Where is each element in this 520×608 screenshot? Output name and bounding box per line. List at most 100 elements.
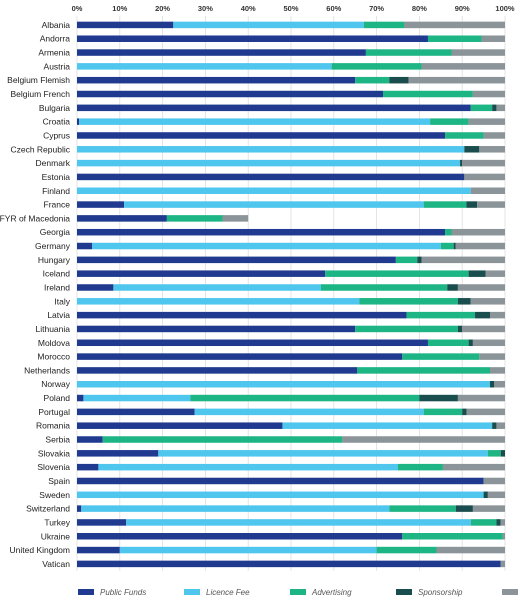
bar-segment xyxy=(77,118,80,125)
bar-segment xyxy=(77,49,366,56)
bar-segment xyxy=(320,284,448,291)
bar-segment xyxy=(477,201,505,208)
bar-segment xyxy=(472,90,505,98)
bar-segment xyxy=(357,367,491,374)
category-label: Slovakia xyxy=(38,448,70,458)
bar-segment xyxy=(430,118,469,125)
bar-segment xyxy=(483,477,505,485)
category-label: Serbia xyxy=(45,435,70,445)
bar-segment xyxy=(451,49,505,56)
bar-segment xyxy=(77,505,82,512)
bar-segment xyxy=(77,242,92,250)
bar-segment xyxy=(389,76,409,84)
bar-segment xyxy=(77,284,114,291)
gridlines xyxy=(76,16,506,571)
bar-segment xyxy=(445,228,452,236)
category-label: Moldova xyxy=(38,338,70,348)
bar-segment xyxy=(460,159,463,167)
bar-segment xyxy=(77,560,501,568)
bar-segment xyxy=(483,132,505,139)
bar-segment xyxy=(402,353,480,360)
bar-segment xyxy=(464,173,505,181)
bar-segment xyxy=(173,21,364,29)
bar-segment xyxy=(457,284,505,291)
bar-segment xyxy=(77,436,103,443)
bar-segment xyxy=(470,298,505,305)
category-label: Morocco xyxy=(37,352,70,362)
bar-segment xyxy=(436,546,505,554)
bar-segment xyxy=(119,546,377,554)
legend-label: Public Funds xyxy=(100,588,146,597)
bar-segment xyxy=(77,353,403,360)
legend-swatch xyxy=(78,589,94,595)
bar-segment xyxy=(466,408,505,416)
bar-segment xyxy=(77,450,159,457)
bar-segment xyxy=(77,394,84,402)
bar-segment xyxy=(98,463,399,471)
bar-segment xyxy=(468,339,473,347)
bar-segment xyxy=(190,394,420,402)
bar-segment xyxy=(355,325,458,333)
bar-segment xyxy=(342,436,505,443)
legend-swatch xyxy=(502,589,518,595)
legend-label: Licence Fee xyxy=(206,588,250,597)
bar-segment xyxy=(331,63,422,70)
bar-segment xyxy=(77,63,332,70)
bar-segment xyxy=(102,436,343,443)
bar-segment xyxy=(408,76,505,84)
category-label: Ireland xyxy=(44,282,70,292)
category-label: Slovenia xyxy=(37,462,70,472)
bar-segment xyxy=(421,63,505,70)
bar-segment xyxy=(440,242,454,250)
bar-segment xyxy=(395,256,418,264)
bar-segment xyxy=(83,394,191,402)
bar-segment xyxy=(496,519,501,526)
category-label: United Kingdom xyxy=(10,545,70,555)
category-label: Andorra xyxy=(40,34,71,44)
bar-segment xyxy=(77,367,358,374)
category-label: Bulgaria xyxy=(39,103,70,113)
bar-segment xyxy=(222,215,249,222)
bars xyxy=(77,21,505,568)
bar-segment xyxy=(427,35,482,42)
bar-segment xyxy=(91,242,441,250)
bar-segment xyxy=(383,90,473,98)
bar-segment xyxy=(494,380,505,388)
legend-label: Advertising xyxy=(311,588,352,597)
bar-segment xyxy=(492,104,497,112)
bar-segment xyxy=(77,76,356,84)
legend-swatch xyxy=(184,589,200,595)
x-tick-label: 0% xyxy=(72,4,83,13)
bar-segment xyxy=(158,450,488,457)
bar-segment xyxy=(479,353,505,360)
bar-segment xyxy=(77,533,403,540)
category-label: Ukraine xyxy=(41,531,71,541)
bar-segment xyxy=(470,519,497,526)
category-label: Cyprus xyxy=(43,130,70,140)
bar-segment xyxy=(113,284,321,291)
bar-segment xyxy=(166,215,223,222)
x-tick-label: 10% xyxy=(112,4,127,13)
bar-segment xyxy=(455,505,473,512)
x-tick-label: 30% xyxy=(198,4,213,13)
x-tick-label: 20% xyxy=(155,4,170,13)
category-label: Finland xyxy=(42,186,70,196)
bar-segment xyxy=(77,132,446,139)
category-label: Poland xyxy=(44,393,71,403)
bar-segment xyxy=(77,228,446,236)
x-tick-label: 50% xyxy=(283,4,298,13)
bar-segment xyxy=(453,242,456,250)
bar-segment xyxy=(500,560,505,568)
bar-segment xyxy=(77,104,471,112)
bar-segment xyxy=(77,21,174,29)
category-label: France xyxy=(44,200,71,210)
bar-segment xyxy=(457,325,463,333)
category-labels: Albania Andorra Armenia Austria Belgium Flem… xyxy=(0,20,71,569)
bar-segment xyxy=(479,146,505,153)
bar-segment xyxy=(77,380,491,388)
bar-segment xyxy=(442,463,505,471)
bar-segment xyxy=(194,408,424,416)
bar-segment xyxy=(363,21,405,29)
bar-segment xyxy=(79,118,431,125)
